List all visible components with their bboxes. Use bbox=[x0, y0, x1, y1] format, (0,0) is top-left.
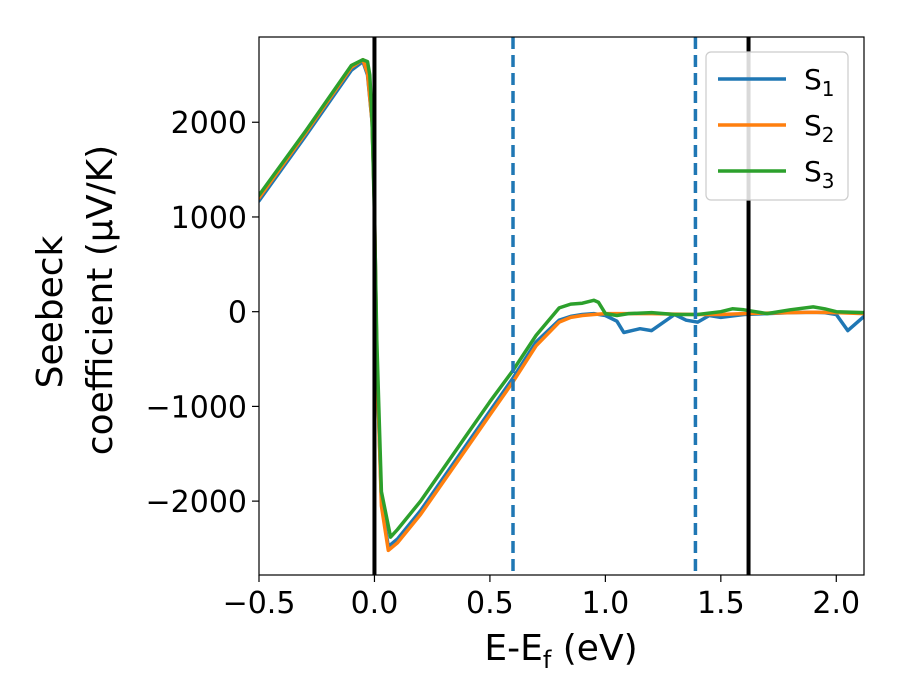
x-axis: −0.5 0.0 0.5 1.0 1.5 2.0 bbox=[223, 575, 860, 621]
y-tick-label: −1000 bbox=[146, 390, 247, 425]
x-axis-label: E-Ef (eV) bbox=[484, 628, 637, 674]
legend-label-s2: S2 bbox=[804, 109, 835, 147]
x-tick-label: 1.5 bbox=[697, 586, 745, 621]
legend-label-s3: S3 bbox=[804, 155, 835, 193]
x-tick-label: 1.0 bbox=[582, 586, 630, 621]
legend: S1 S2 S3 bbox=[705, 51, 849, 201]
x-tick-label: −0.5 bbox=[223, 586, 296, 621]
x-tick-label: 0.0 bbox=[351, 586, 399, 621]
y-axis-label-line2: coefficient (μV/K) bbox=[80, 145, 121, 455]
plot-frame bbox=[258, 36, 865, 576]
y-tick-label: 0 bbox=[228, 296, 247, 331]
y-axis: −2000 −1000 0 1000 2000 bbox=[146, 106, 259, 520]
legend-label-s1: S1 bbox=[804, 63, 835, 101]
y-tick-label: 2000 bbox=[171, 106, 247, 141]
y-tick-label: −2000 bbox=[146, 485, 247, 520]
y-tick-label: 1000 bbox=[171, 201, 247, 236]
x-tick-label: 2.0 bbox=[812, 586, 860, 621]
x-tick-label: 0.5 bbox=[466, 586, 514, 621]
y-axis-label-line1: Seebeck bbox=[30, 235, 71, 388]
